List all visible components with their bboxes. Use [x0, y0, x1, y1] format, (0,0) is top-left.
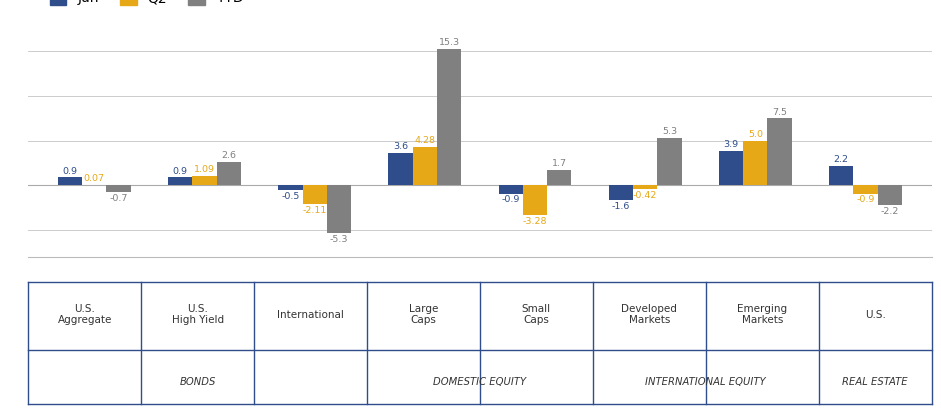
- Text: 3.6: 3.6: [393, 142, 408, 151]
- Text: -5.3: -5.3: [329, 235, 348, 244]
- Bar: [58, 177, 82, 186]
- Bar: [547, 170, 571, 186]
- Text: -2.2: -2.2: [881, 207, 899, 216]
- Text: Small
Caps: Small Caps: [522, 304, 550, 325]
- Bar: [657, 138, 681, 186]
- Text: -1.6: -1.6: [612, 202, 630, 211]
- Text: U.S.: U.S.: [865, 310, 885, 319]
- Text: -0.7: -0.7: [109, 193, 128, 202]
- Text: Large
Caps: Large Caps: [408, 304, 439, 325]
- Text: 5.0: 5.0: [748, 130, 763, 139]
- Text: 5.3: 5.3: [662, 127, 677, 136]
- Bar: [829, 166, 853, 186]
- Text: U.S.
High Yield: U.S. High Yield: [171, 304, 224, 325]
- Bar: [216, 162, 241, 186]
- Text: 15.3: 15.3: [439, 38, 459, 47]
- Text: 7.5: 7.5: [772, 108, 787, 117]
- Bar: [609, 186, 633, 200]
- Legend: Jun, Q2, YTD: Jun, Q2, YTD: [44, 0, 249, 11]
- Bar: [327, 186, 351, 233]
- Text: 2.2: 2.2: [834, 155, 849, 164]
- Text: REAL ESTATE: REAL ESTATE: [842, 377, 908, 387]
- Bar: [523, 186, 547, 215]
- Text: BONDS: BONDS: [180, 377, 215, 387]
- Text: -3.28: -3.28: [523, 217, 548, 226]
- Bar: [106, 186, 131, 192]
- Text: -0.9: -0.9: [856, 195, 875, 204]
- Bar: [768, 118, 791, 186]
- Text: 3.9: 3.9: [724, 140, 739, 149]
- Bar: [303, 186, 327, 204]
- Text: 0.07: 0.07: [84, 174, 104, 183]
- Text: 0.9: 0.9: [173, 166, 188, 175]
- Text: -2.11: -2.11: [302, 206, 327, 215]
- Text: -0.9: -0.9: [502, 195, 520, 204]
- Bar: [853, 186, 878, 193]
- Bar: [192, 176, 216, 186]
- Bar: [743, 141, 768, 186]
- Text: Emerging
Markets: Emerging Markets: [737, 304, 788, 325]
- Bar: [633, 186, 657, 189]
- Bar: [437, 49, 461, 186]
- Bar: [279, 186, 303, 190]
- Bar: [719, 151, 743, 186]
- Bar: [82, 185, 106, 186]
- Text: International: International: [277, 310, 344, 319]
- Bar: [413, 147, 437, 186]
- Bar: [499, 186, 523, 193]
- Bar: [389, 153, 413, 186]
- Text: 1.09: 1.09: [194, 165, 215, 174]
- Text: 4.28: 4.28: [414, 136, 436, 145]
- Text: -0.5: -0.5: [281, 192, 299, 201]
- Text: Developed
Markets: Developed Markets: [621, 304, 678, 325]
- Text: -0.42: -0.42: [633, 191, 658, 200]
- Text: INTERNATIONAL EQUITY: INTERNATIONAL EQUITY: [646, 377, 766, 387]
- Text: U.S.
Aggregate: U.S. Aggregate: [57, 304, 112, 325]
- Bar: [878, 186, 901, 205]
- Text: 1.7: 1.7: [551, 160, 566, 169]
- Bar: [168, 177, 192, 186]
- Text: 2.6: 2.6: [221, 151, 236, 160]
- Text: DOMESTIC EQUITY: DOMESTIC EQUITY: [434, 377, 526, 387]
- Text: 0.9: 0.9: [63, 166, 77, 175]
